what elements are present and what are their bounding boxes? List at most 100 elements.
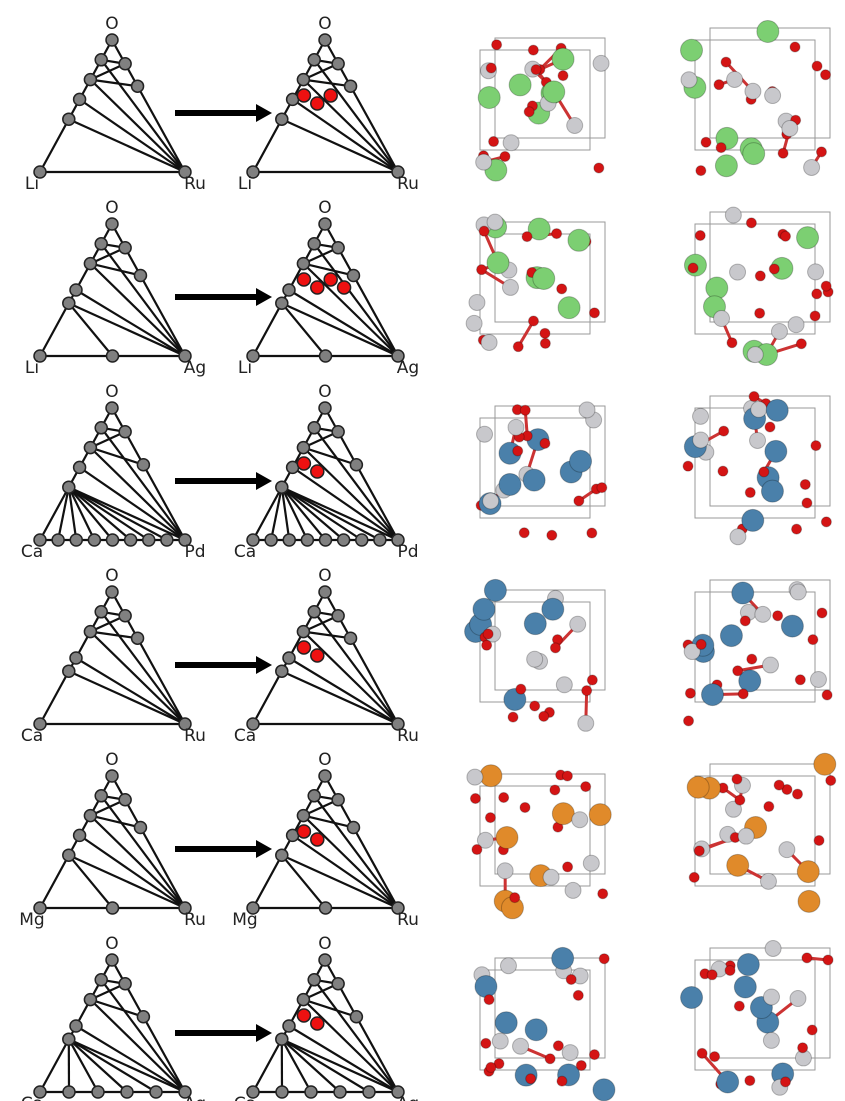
atom: [706, 969, 718, 981]
atom: [485, 62, 497, 74]
phase-node: [333, 1085, 347, 1099]
atom: [746, 346, 764, 364]
phase-node: [346, 820, 361, 835]
atom: [811, 60, 823, 72]
phase-node: [178, 1085, 192, 1099]
atom: [762, 988, 780, 1006]
atom: [527, 44, 539, 56]
atom: [484, 812, 496, 824]
phase-node: [160, 533, 174, 547]
element-label: Li: [25, 358, 39, 378]
element-label: Li: [238, 174, 252, 194]
phase-node: [51, 533, 65, 547]
atom: [713, 310, 731, 328]
new-phase-node: [310, 464, 325, 479]
atom: [519, 801, 531, 813]
atom: [825, 775, 837, 787]
tie-line: [68, 1038, 186, 1094]
tie-line: [90, 630, 138, 640]
element-label: O: [105, 382, 118, 402]
phase-node: [94, 973, 108, 987]
phase-node: [391, 349, 405, 363]
atom: [557, 296, 581, 320]
tie-line: [68, 670, 186, 726]
unit-cell: [709, 579, 831, 691]
atom: [795, 338, 807, 350]
atom: [803, 158, 821, 176]
phase-node: [83, 624, 98, 639]
tie-line: [302, 814, 399, 909]
atom: [820, 280, 832, 292]
atom: [810, 440, 822, 452]
tie-line: [280, 487, 291, 541]
atom: [549, 784, 561, 796]
tie-line: [68, 1038, 157, 1093]
phase-node: [105, 585, 119, 599]
element-label: Ru: [184, 174, 206, 194]
new-phase-node: [296, 272, 312, 287]
element-label: Ca: [21, 726, 43, 746]
phase-node: [331, 241, 345, 255]
atom: [715, 142, 727, 154]
phase-node: [307, 973, 321, 987]
phase-node: [83, 992, 98, 1007]
phase-node: [123, 533, 138, 547]
atom: [586, 674, 598, 686]
tie-line: [291, 466, 399, 541]
new-phase-node: [310, 280, 325, 295]
atom: [491, 1032, 509, 1050]
tie-line: [90, 446, 144, 466]
atom: [796, 860, 820, 884]
atom: [475, 153, 493, 171]
tie-line: [281, 118, 399, 174]
new-phase-node: [310, 648, 325, 663]
atom: [764, 421, 776, 433]
atom: [481, 639, 493, 651]
phase-node: [275, 1085, 289, 1099]
phase-node: [282, 533, 296, 547]
atom: [726, 70, 744, 88]
phase-node: [83, 440, 98, 455]
atom: [512, 341, 524, 353]
atom: [508, 73, 532, 97]
atom: [529, 700, 541, 712]
atom: [521, 231, 533, 243]
atom: [754, 307, 766, 319]
tie-line: [100, 611, 186, 725]
atom: [592, 1078, 616, 1101]
tie-line: [89, 78, 186, 173]
phase-node: [105, 401, 119, 415]
atom: [680, 986, 704, 1010]
atom: [684, 687, 696, 699]
new-phase-node: [296, 824, 312, 839]
phase-node: [72, 460, 87, 475]
atom: [480, 333, 498, 351]
tie-line: [100, 979, 186, 1093]
atom: [683, 715, 695, 727]
atom: [762, 1031, 780, 1049]
phase-node: [343, 631, 358, 645]
atom: [477, 86, 501, 110]
atom: [777, 147, 789, 159]
tie-line: [281, 302, 399, 358]
atom: [796, 226, 820, 250]
atom: [577, 714, 595, 732]
atom: [597, 888, 609, 900]
atom: [515, 683, 527, 695]
phase-node: [296, 808, 311, 823]
atom: [687, 262, 699, 274]
atom: [556, 283, 568, 295]
phase-node: [282, 1019, 296, 1033]
atom: [466, 768, 484, 786]
atom: [593, 162, 605, 174]
atom: [541, 597, 565, 621]
atom: [797, 889, 821, 913]
atom: [532, 266, 556, 290]
tie-line: [303, 446, 357, 466]
tie-line: [90, 262, 141, 277]
atom: [732, 665, 744, 677]
atom: [739, 615, 751, 627]
atom: [724, 800, 742, 818]
phase-node: [178, 349, 192, 363]
tie-line: [280, 486, 309, 541]
